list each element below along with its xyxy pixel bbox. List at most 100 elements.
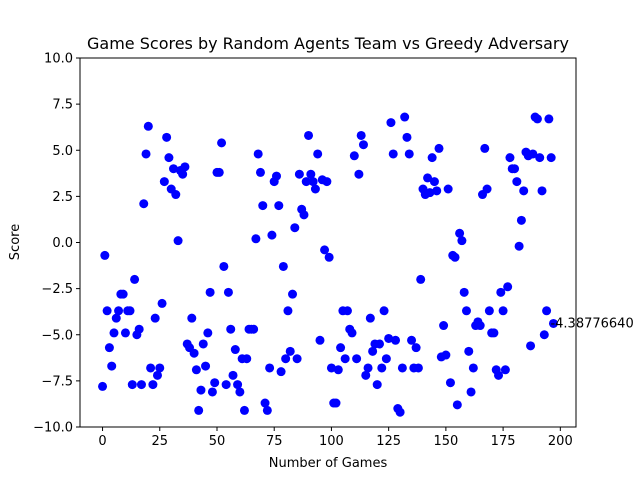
point bbox=[290, 223, 300, 233]
point bbox=[162, 132, 172, 142]
point bbox=[466, 387, 476, 397]
point bbox=[118, 289, 128, 299]
point bbox=[104, 343, 114, 353]
point bbox=[411, 343, 421, 353]
point bbox=[349, 151, 359, 161]
point bbox=[134, 324, 144, 334]
point bbox=[251, 234, 261, 244]
point bbox=[226, 324, 236, 334]
point bbox=[342, 306, 352, 316]
point bbox=[374, 339, 384, 349]
point bbox=[173, 236, 183, 246]
point bbox=[98, 381, 108, 391]
point bbox=[416, 274, 426, 284]
y-tick-label: 2.5 bbox=[52, 190, 73, 205]
point bbox=[210, 378, 220, 388]
point bbox=[207, 387, 217, 397]
point bbox=[191, 365, 201, 375]
point bbox=[155, 363, 165, 373]
point bbox=[164, 153, 174, 163]
point bbox=[109, 328, 119, 338]
plot-frame bbox=[79, 57, 577, 428]
point bbox=[397, 363, 407, 373]
point bbox=[258, 201, 268, 211]
point bbox=[459, 287, 469, 297]
point bbox=[498, 306, 508, 316]
point bbox=[152, 370, 162, 380]
point bbox=[352, 354, 362, 364]
point bbox=[249, 324, 259, 334]
point bbox=[413, 363, 423, 373]
point bbox=[141, 149, 151, 159]
point bbox=[267, 230, 277, 240]
point bbox=[239, 405, 249, 415]
y-tick-label: −10.0 bbox=[33, 421, 73, 436]
point bbox=[159, 177, 169, 187]
point bbox=[196, 385, 206, 395]
point bbox=[368, 346, 378, 356]
chart-title: Game Scores by Random Agents Team vs Gre… bbox=[87, 34, 569, 53]
point bbox=[136, 380, 146, 390]
point bbox=[386, 118, 396, 128]
point bbox=[516, 215, 526, 225]
point bbox=[125, 306, 135, 316]
point bbox=[427, 153, 437, 163]
point bbox=[228, 370, 238, 380]
point bbox=[381, 354, 391, 364]
point bbox=[205, 287, 215, 297]
point bbox=[235, 387, 245, 397]
y-tick-label: 7.5 bbox=[52, 98, 73, 113]
point bbox=[157, 298, 167, 308]
x-tick-label: 150 bbox=[433, 434, 458, 449]
point bbox=[425, 188, 435, 198]
point bbox=[496, 287, 506, 297]
x-tick-label: 75 bbox=[266, 434, 283, 449]
point bbox=[198, 339, 208, 349]
point bbox=[539, 330, 549, 340]
point bbox=[505, 153, 515, 163]
point bbox=[230, 345, 240, 355]
point bbox=[429, 177, 439, 187]
point bbox=[347, 328, 357, 338]
point bbox=[432, 186, 442, 196]
point bbox=[532, 114, 542, 124]
point bbox=[464, 346, 474, 356]
point bbox=[304, 130, 314, 140]
point bbox=[548, 318, 558, 328]
y-axis-label: Score bbox=[8, 224, 23, 260]
point bbox=[143, 121, 153, 131]
x-tick-label: 100 bbox=[319, 434, 344, 449]
point bbox=[400, 112, 410, 122]
point bbox=[480, 143, 490, 153]
point bbox=[100, 250, 110, 260]
point bbox=[331, 398, 341, 408]
point bbox=[187, 313, 197, 323]
point bbox=[450, 252, 460, 262]
point bbox=[528, 149, 538, 159]
point bbox=[102, 306, 112, 316]
point bbox=[484, 306, 494, 316]
point bbox=[320, 245, 330, 255]
point bbox=[537, 186, 547, 196]
point bbox=[441, 350, 451, 360]
point bbox=[354, 169, 364, 179]
point bbox=[233, 380, 243, 390]
point bbox=[395, 407, 405, 417]
point bbox=[457, 236, 467, 246]
point bbox=[301, 177, 311, 187]
point bbox=[439, 321, 449, 331]
point bbox=[363, 363, 373, 373]
point bbox=[333, 365, 343, 375]
point bbox=[526, 341, 536, 351]
point bbox=[306, 169, 316, 179]
x-tick-label: 50 bbox=[209, 434, 226, 449]
point bbox=[313, 149, 323, 159]
point bbox=[455, 228, 465, 238]
point bbox=[514, 241, 524, 251]
point bbox=[500, 365, 510, 375]
point bbox=[274, 201, 284, 211]
point bbox=[203, 328, 213, 338]
point bbox=[127, 380, 137, 390]
